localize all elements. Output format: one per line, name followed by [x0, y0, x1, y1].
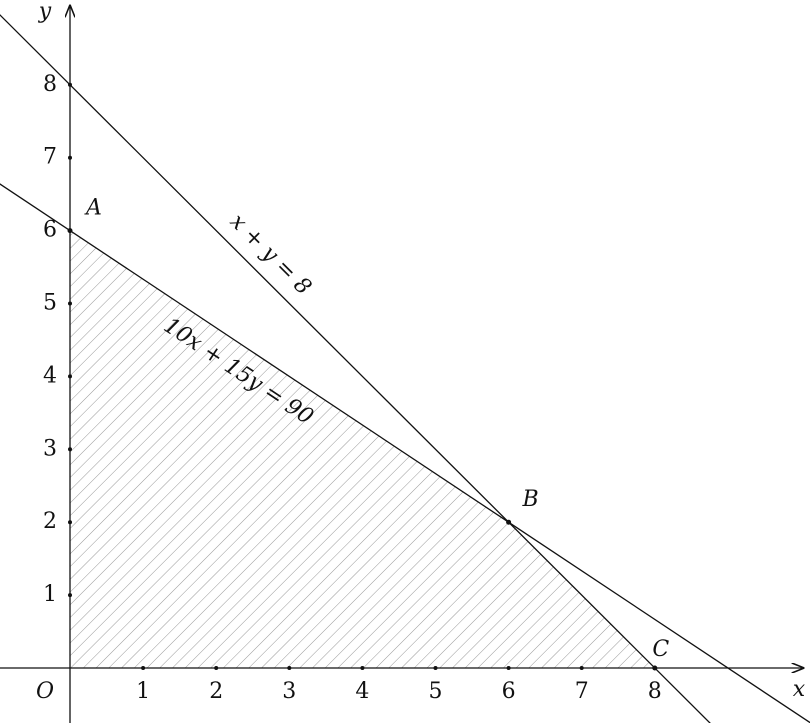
x-tick: [579, 666, 584, 670]
y-tick-label: 8: [43, 72, 57, 97]
y-tick: [68, 593, 72, 598]
x-tick-label: 4: [355, 679, 369, 704]
x-tick-label: 7: [575, 679, 589, 704]
x-tick: [433, 666, 438, 670]
y-tick-label: 1: [43, 582, 57, 607]
x-tick: [287, 666, 292, 670]
point: [67, 228, 73, 234]
origin-label: O: [36, 679, 54, 704]
line-x-plus-y: [0, 14, 711, 723]
x-tick: [360, 666, 365, 670]
y-tick-label: 7: [43, 145, 57, 170]
line-10x-plus-15y: [0, 183, 810, 723]
point: [652, 665, 658, 671]
y-tick-label: 3: [43, 436, 57, 461]
y-tick: [68, 155, 72, 160]
y-tick: [68, 374, 72, 379]
x-tick-label: 3: [282, 679, 296, 704]
point-label: B: [522, 487, 539, 512]
point: [506, 519, 512, 525]
y-axis-label: y: [38, 0, 52, 24]
x-tick-label: 5: [429, 679, 443, 704]
y-tick: [68, 301, 72, 306]
y-tick-label: 4: [43, 363, 57, 388]
x-tick-label: 1: [136, 679, 150, 704]
y-tick: [68, 82, 72, 87]
y-tick-label: 6: [43, 218, 57, 243]
feasible-region: [70, 230, 655, 668]
point-label: A: [84, 196, 102, 221]
line-label: x + y = 8: [225, 209, 316, 300]
x-axis-label: x: [793, 677, 806, 702]
x-tick-label: 6: [502, 679, 516, 704]
x-tick: [141, 666, 146, 670]
y-tick-label: 2: [43, 509, 57, 534]
y-tick-label: 5: [43, 291, 57, 316]
point-label: C: [652, 637, 669, 662]
x-tick: [214, 666, 219, 670]
x-tick-label: 2: [209, 679, 223, 704]
y-tick: [68, 520, 72, 525]
x-tick-label: 8: [648, 679, 662, 704]
y-tick: [68, 447, 72, 452]
x-tick: [506, 666, 511, 670]
